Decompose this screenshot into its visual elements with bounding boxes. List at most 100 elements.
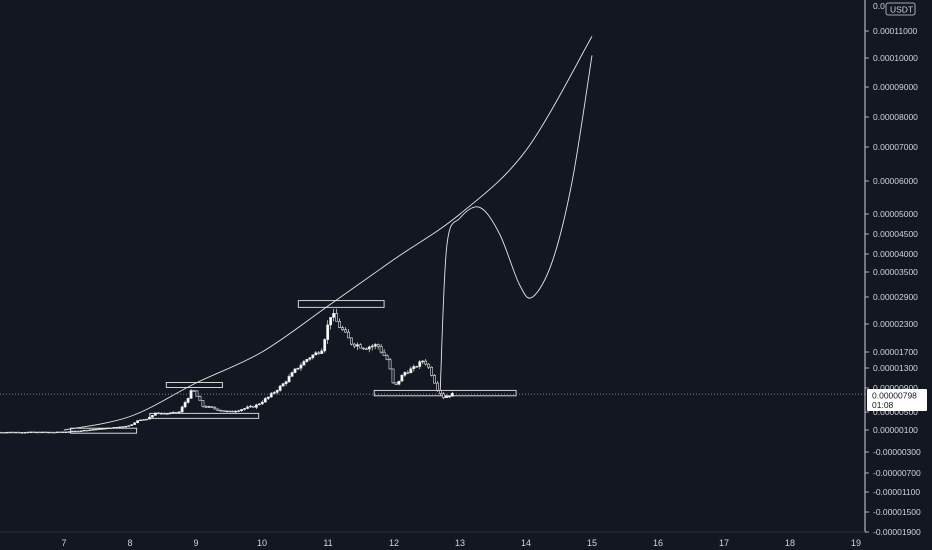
candle-body (240, 409, 243, 412)
candle-body (195, 390, 199, 397)
candle-body (183, 402, 187, 408)
candle-body (260, 401, 264, 405)
candle-body (171, 411, 175, 414)
candle-body (50, 431, 53, 434)
candle-body (350, 337, 353, 345)
candle-body (355, 344, 359, 347)
candle-body (293, 368, 297, 373)
y-tick-label: 0.00010000 (873, 53, 918, 63)
candle-body (296, 367, 300, 370)
candle-body (299, 364, 303, 369)
x-tick-label: 7 (61, 538, 66, 548)
candle-body (216, 408, 220, 411)
candle-body (272, 392, 276, 394)
candle-body (67, 431, 71, 433)
candle-body (23, 432, 27, 434)
candle-body (145, 418, 148, 421)
candle-body (266, 396, 270, 399)
candle-body (0, 431, 3, 434)
candle-body (225, 410, 229, 413)
candle-body (82, 429, 86, 432)
candle-body (439, 390, 442, 394)
price-axis[interactable]: 0.00011000 0.00010000 0.00009000 0.00008000… (865, 26, 921, 537)
candle-body (427, 363, 431, 368)
candle-body (159, 413, 163, 415)
candle-body (106, 427, 110, 430)
candle-body (47, 431, 50, 434)
y-tick-label: 0.00000100 (873, 425, 918, 435)
candle-body (210, 406, 214, 408)
candle-body (73, 430, 77, 433)
y-tick-label: 0.00001300 (873, 363, 918, 373)
candle-body (367, 346, 371, 350)
y-tick-label: 0.00004000 (873, 249, 918, 259)
candle-body (58, 431, 62, 434)
x-tick-label: 9 (193, 538, 198, 548)
candle-body (70, 430, 74, 433)
candle-body (192, 390, 196, 392)
candle-body (445, 396, 448, 399)
candle-body (436, 382, 439, 391)
candle-body (76, 430, 80, 433)
y-tick-label: -0.00001500 (873, 507, 921, 517)
candle-body (234, 410, 238, 413)
candle-body (44, 431, 47, 434)
candle-body (314, 352, 318, 356)
candle-body (364, 348, 368, 350)
candle-body (409, 368, 413, 374)
candle-body (243, 408, 246, 410)
candle-body (127, 425, 131, 427)
y-tick-label: 0.00002900 (873, 292, 918, 302)
y-tick-label: 0.00007000 (873, 142, 918, 152)
time-axis[interactable]: 7 8 9 10 11 12 13 14 15 16 17 18 19 (61, 538, 861, 548)
candle-body (41, 431, 44, 434)
candle-body (358, 344, 362, 349)
y-tick-label: -0.00001900 (873, 527, 921, 537)
candle-body (189, 390, 193, 399)
candle-body (124, 425, 128, 428)
x-tick-label: 10 (257, 538, 267, 548)
x-tick-label: 12 (389, 538, 399, 548)
candle-body (109, 427, 113, 430)
candle-body (376, 344, 380, 347)
y-tick-label: -0.00001100 (873, 487, 920, 497)
currency-badge[interactable] (885, 2, 916, 16)
candle-body (79, 430, 83, 432)
candle-body (139, 419, 142, 422)
candle-body (308, 357, 312, 360)
candle-body (252, 405, 255, 408)
candles (0, 308, 454, 434)
candle-body (388, 359, 392, 370)
candle-body (53, 431, 56, 434)
candle-body (5, 431, 9, 434)
candle-body (305, 359, 309, 362)
candle-body (11, 431, 15, 434)
candle-body (275, 390, 279, 393)
candle-body (406, 372, 410, 374)
candle-body (204, 406, 208, 408)
candle-body (115, 427, 119, 429)
y-tick-label: 0.00004500 (873, 229, 918, 239)
candle-body (231, 410, 235, 413)
candle-body (97, 428, 101, 430)
x-tick-label: 8 (127, 538, 132, 548)
candle-body (317, 352, 321, 354)
candle-body (85, 429, 89, 432)
candle-body (382, 351, 386, 356)
candle-body (257, 403, 261, 406)
candle-body (373, 344, 377, 347)
candle-body (269, 392, 273, 398)
candle-body (156, 412, 160, 415)
candle-body (198, 396, 202, 401)
candle-body (130, 424, 134, 426)
candle-body (222, 410, 226, 412)
y-tick-label: 0.00000500 (873, 407, 918, 417)
candle-body (20, 432, 24, 434)
candle-body (361, 347, 365, 350)
annotation-boxes (70, 300, 517, 434)
x-tick-label: 11 (323, 538, 332, 548)
candle-body (94, 428, 98, 431)
annotation-box (297, 300, 385, 308)
trend-curve (63, 36, 593, 431)
